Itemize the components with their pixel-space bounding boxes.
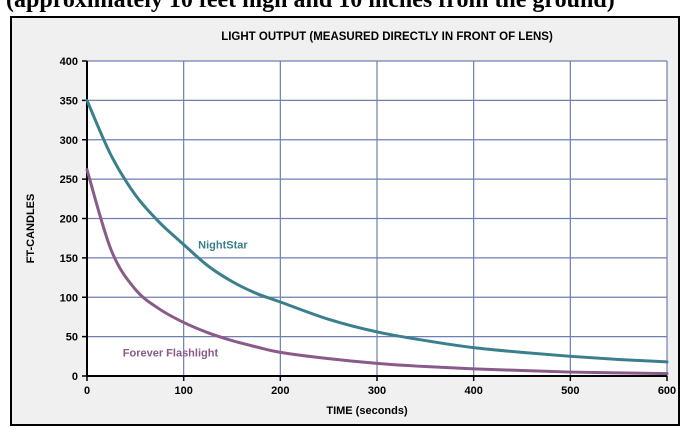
axes: 0 50 100 150 200 250 300 350 400 0 100 200 300 400 500… (60, 56, 677, 397)
chart-title: LIGHT OUTPUT (MEASURED DIRECTLY IN FRONT… (221, 31, 553, 43)
y-axis-label: FT-CANDLES (25, 194, 37, 264)
y-tick-label: 400 (60, 56, 78, 68)
x-axis-label: TIME (seconds) (326, 405, 408, 417)
x-tick-label: 0 (84, 385, 90, 397)
series-line-1 (85, 168, 669, 376)
y-tick-label: 50 (66, 332, 78, 344)
x-tick-label: 600 (658, 385, 676, 397)
y-tick-label: 250 (60, 174, 78, 186)
x-tick-label: 400 (464, 385, 482, 397)
y-tick-label: 350 (60, 95, 78, 107)
series-lines (85, 98, 669, 376)
chart-frame: 0 50 100 150 200 250 300 350 400 0 100 200 300 400 500… (10, 16, 680, 426)
y-tick-label: 150 (60, 253, 78, 265)
series-label-nightstar: NightStar (198, 239, 248, 251)
series-line-0 (85, 98, 669, 364)
x-tick-label: 200 (271, 385, 289, 397)
light-output-chart: 0 50 100 150 200 250 300 350 400 0 100 200 300 400 500… (12, 18, 678, 424)
x-tick-label: 100 (174, 385, 192, 397)
x-tick-label: 500 (561, 385, 579, 397)
y-tick-label: 200 (60, 214, 78, 226)
chart-caption: (approximately 10 feet high and 10 inche… (6, 0, 615, 13)
y-tick-label: 300 (60, 135, 78, 147)
series-label-forever-flashlight: Forever Flashlight (123, 347, 219, 359)
x-tick-label: 300 (368, 385, 386, 397)
grid-lines (87, 60, 668, 376)
chart-labels: LIGHT OUTPUT (MEASURED DIRECTLY IN FRONT… (25, 31, 553, 417)
y-tick-label: 100 (60, 292, 78, 304)
y-tick-label: 0 (72, 371, 78, 383)
